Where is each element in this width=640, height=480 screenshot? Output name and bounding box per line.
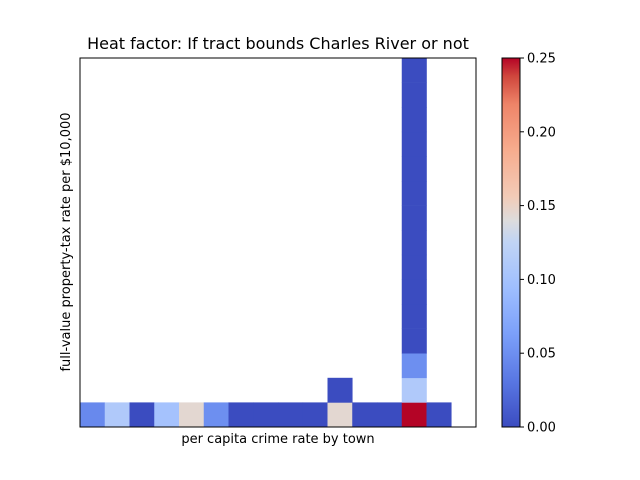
heatmap-cell (426, 402, 452, 428)
heatmap-cell (401, 279, 427, 305)
heatmap-cells (80, 58, 452, 428)
heatmap-cell (401, 328, 427, 354)
colorbar-tick-label: 0.20 (527, 125, 556, 140)
heatmap-cell (302, 402, 328, 428)
heatmap-cell (327, 402, 353, 428)
colorbar-tick-label: 0.05 (527, 347, 556, 362)
colorbar-tick-label: 0.00 (527, 421, 556, 436)
heatmap-cell (377, 402, 403, 428)
heatmap-cell (401, 353, 427, 379)
heatmap-cell (401, 205, 427, 231)
colorbar-ticks: 0.00 0.05 0.10 0.15 0.20 0.25 (520, 52, 556, 436)
colorbar-tick-label: 0.10 (527, 273, 556, 288)
heatmap-cell (179, 402, 205, 428)
heatmap-cell (253, 402, 279, 428)
heatmap-cell (278, 402, 304, 428)
heatmap-cell (129, 402, 155, 428)
heatmap-cell (80, 402, 106, 428)
heatmap-cell (104, 402, 130, 428)
heatmap-cell (401, 107, 427, 133)
heatmap-cell (401, 82, 427, 108)
heatmap-cell (228, 402, 254, 428)
heatmap-cell (401, 254, 427, 280)
chart-title: Heat factor: If tract bounds Charles Riv… (87, 34, 469, 53)
heatmap-cell (401, 156, 427, 182)
heatmap-cell (401, 230, 427, 256)
heatmap-cell (327, 377, 353, 403)
colorbar-tick-label: 0.15 (527, 199, 556, 214)
heatmap-cell (352, 402, 378, 428)
colorbar (501, 57, 521, 428)
heatmap-cell (401, 58, 427, 83)
heatmap-cell (154, 402, 180, 428)
colorbar-tick-label: 0.25 (527, 52, 556, 67)
heatmap-cell (203, 402, 229, 428)
y-axis-label: full-value property-tax rate per $10,000 (59, 112, 74, 371)
heatmap-cell (401, 304, 427, 329)
heatmap-cell (401, 377, 427, 403)
heatmap-cell (401, 181, 427, 206)
heatmap-cell (401, 131, 427, 157)
heatmap-cell (401, 402, 427, 428)
plot-frame (79, 57, 477, 428)
x-axis-label: per capita crime rate by town (181, 432, 374, 447)
